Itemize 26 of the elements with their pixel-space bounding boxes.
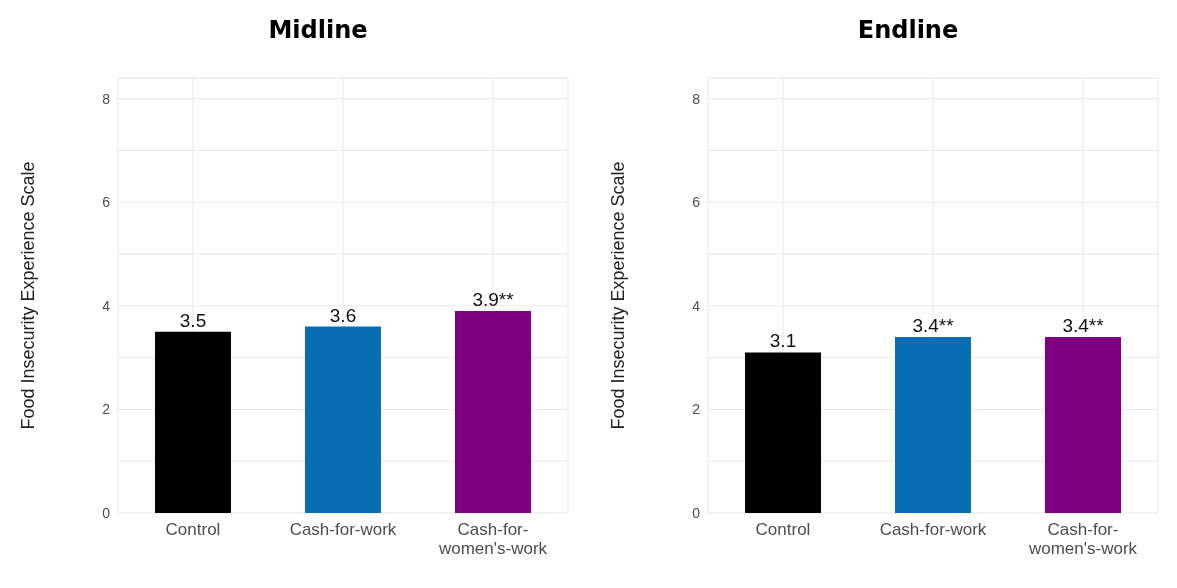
data-label: 3.4** xyxy=(1062,314,1105,336)
y-tick-label: 4 xyxy=(102,297,111,314)
y-axis-title: Food Insecurity Experience Scale xyxy=(608,161,629,430)
y-axis-title: Food Insecurity Experience Scale xyxy=(18,161,39,430)
y-tick-label: 8 xyxy=(102,90,111,107)
data-label: 3.4** xyxy=(912,314,955,336)
y-tick-label: 8 xyxy=(692,90,701,107)
y-tick-label: 6 xyxy=(102,194,111,211)
x-tick-label: Cash-for-work xyxy=(879,520,987,539)
data-label: 3.6 xyxy=(329,304,357,326)
x-tick-label: Cash-for-women's-work xyxy=(437,520,548,558)
y-tick-label: 0 xyxy=(102,504,111,521)
data-label: 3.1 xyxy=(769,330,797,352)
x-tick-label: Control xyxy=(755,520,811,539)
data-label: 3.9** xyxy=(472,289,515,311)
y-tick-label: 4 xyxy=(692,297,701,314)
y-tick-label: 2 xyxy=(102,401,111,418)
x-tick-label: Cash-for-women's-work xyxy=(1027,520,1138,558)
data-label: 3.5 xyxy=(179,309,207,331)
y-tick-label: 6 xyxy=(692,194,701,211)
chart-title: Midline xyxy=(267,15,369,46)
x-tick-label: Cash-for-work xyxy=(289,520,397,539)
chart-title: Endline xyxy=(856,15,960,46)
x-tick-label: Control xyxy=(165,520,221,539)
y-tick-label: 0 xyxy=(692,504,701,521)
y-tick-label: 2 xyxy=(692,401,701,418)
